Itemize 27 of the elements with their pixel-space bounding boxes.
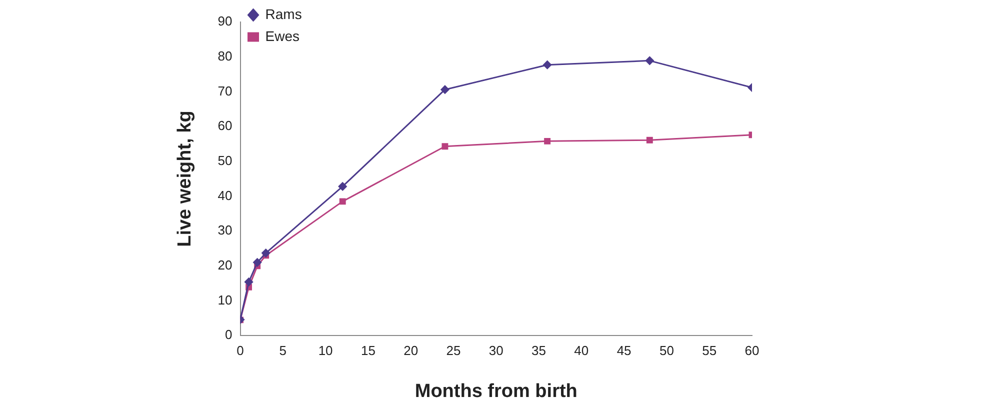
y-tick-label: 50 [218,152,232,168]
y-tick-label: 70 [218,83,232,98]
x-tick-label: 55 [702,342,717,358]
x-tick-label: 15 [360,342,376,358]
y-tick-label: 60 [218,118,232,134]
x-tick-label: 50 [659,342,674,358]
x-tick-label: 60 [744,342,760,358]
x-tick-label: 20 [404,342,418,358]
y-tick-label: 80 [218,48,232,64]
x-tick-label: 25 [446,342,461,358]
y-axis-title: Live weight, kg [174,110,196,247]
x-tick-label: 45 [616,342,632,358]
x-tick-label: 0 [236,342,244,358]
x-tick-label: 10 [318,342,333,358]
y-tick-label: 40 [218,188,232,203]
x-tick-label: 40 [574,342,589,358]
x-axis-title: Months from birth [414,380,578,402]
y-tick-label: 90 [218,14,232,29]
x-tick-label: 5 [279,342,287,358]
y-tick-label: 20 [218,257,232,272]
legend-label: Ewes [265,28,300,44]
y-tick-label: 30 [218,222,232,238]
legend-label: Rams [265,6,302,22]
x-tick-label: 35 [532,342,546,358]
x-tick-label: 30 [488,342,504,358]
y-tick-label: 0 [225,327,232,342]
y-tick-label: 10 [218,292,232,308]
